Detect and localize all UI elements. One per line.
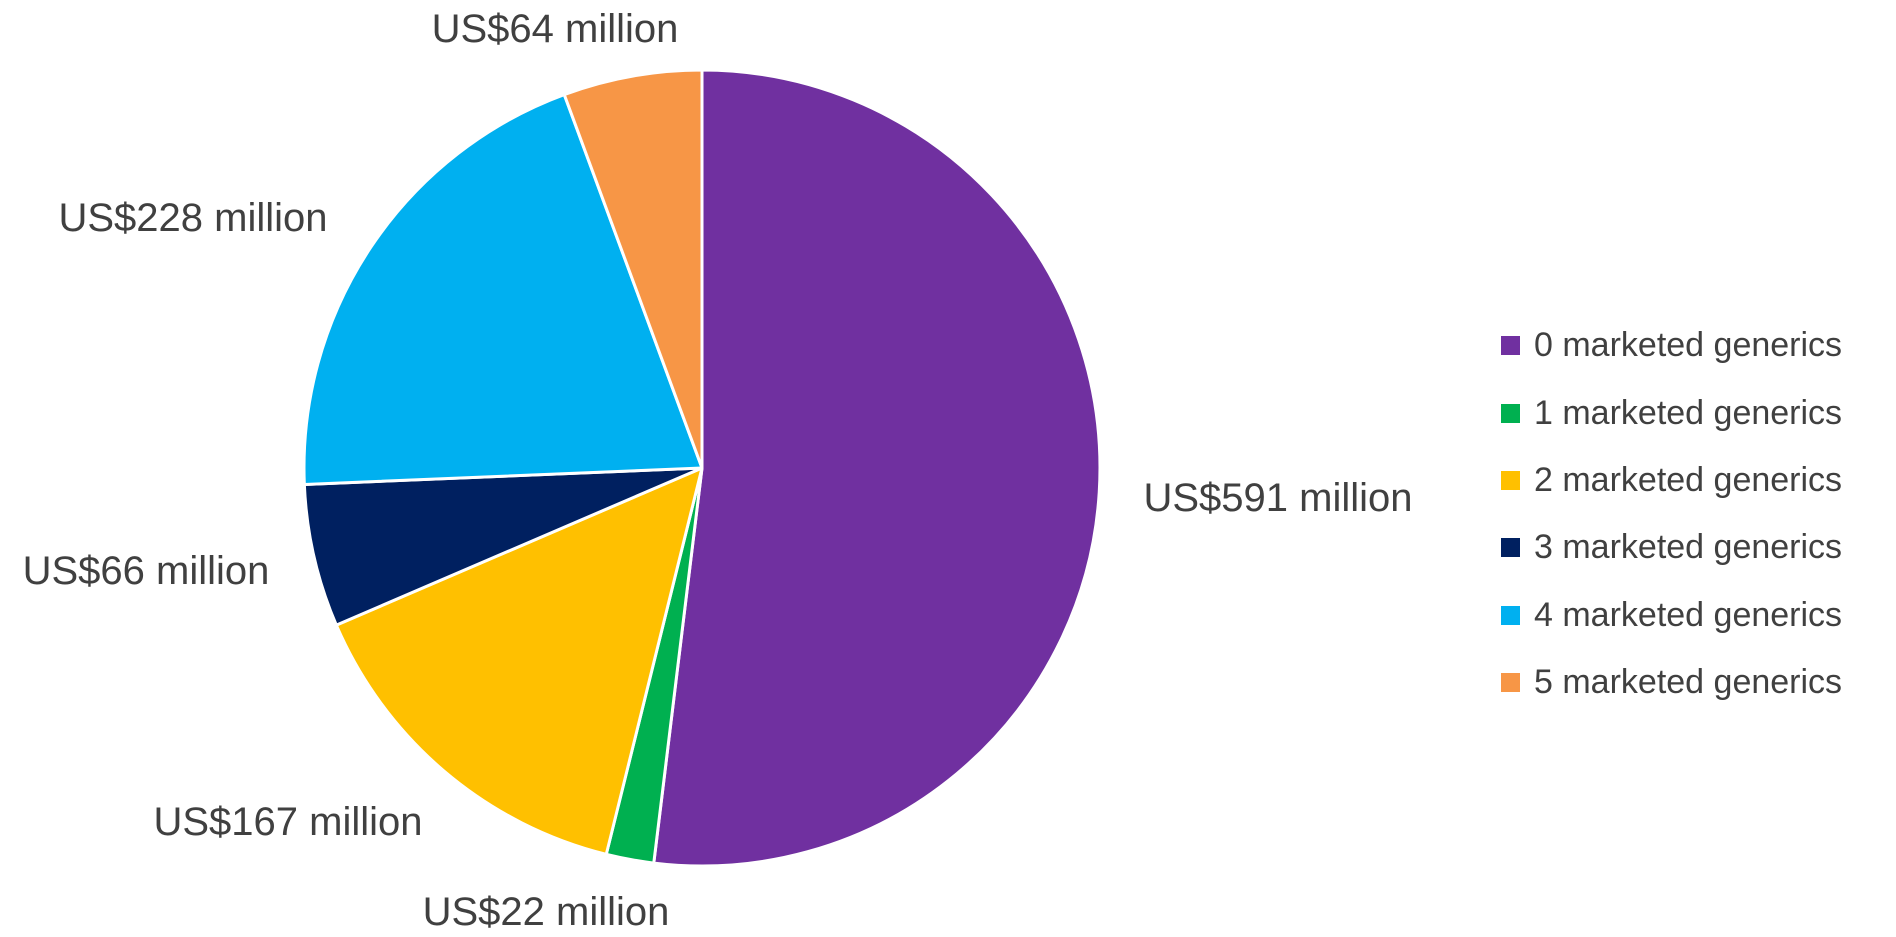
pie-data-labels: US$591 million US$22 million US$167 millio… — [23, 7, 1413, 934]
pie-slice-4 — [302, 93, 704, 486]
legend-item: 0 marketed generics — [1501, 312, 1881, 379]
data-label-4: US$228 million — [58, 196, 327, 240]
legend-item: 2 marketed generics — [1501, 447, 1881, 514]
data-label-5: US$64 million — [432, 7, 679, 51]
pie-slices — [302, 68, 1102, 868]
legend-item: 5 marketed generics — [1501, 649, 1881, 716]
legend: 0 marketed generics 1 marketed generics 2 … — [1501, 312, 1881, 716]
legend-swatch — [1501, 605, 1520, 625]
data-label-3: US$66 million — [23, 549, 270, 593]
legend-label: 4 marketed generics — [1534, 595, 1843, 634]
legend-swatch — [1501, 470, 1520, 490]
legend-label: 3 marketed generics — [1534, 528, 1843, 567]
legend-label: 2 marketed generics — [1534, 460, 1843, 499]
pie-slice-3 — [302, 466, 704, 627]
data-label-1: US$22 million — [423, 890, 670, 934]
pie-slice-5 — [562, 68, 704, 470]
legend-item: 1 marketed generics — [1501, 379, 1881, 446]
legend-label: 0 marketed generics — [1534, 326, 1843, 365]
legend-item: 3 marketed generics — [1501, 514, 1881, 581]
legend-label: 5 marketed generics — [1534, 663, 1843, 702]
pie-slice-2 — [334, 466, 704, 856]
legend-swatch — [1501, 673, 1520, 693]
legend-item: 4 marketed generics — [1501, 582, 1881, 649]
data-label-2: US$167 million — [153, 800, 422, 844]
legend-swatch — [1501, 403, 1520, 423]
legend-swatch — [1501, 538, 1520, 558]
pie-slice-0 — [652, 68, 1102, 868]
legend-label: 1 marketed generics — [1534, 393, 1843, 432]
legend-swatch — [1501, 336, 1520, 356]
data-label-0: US$591 million — [1143, 476, 1412, 520]
